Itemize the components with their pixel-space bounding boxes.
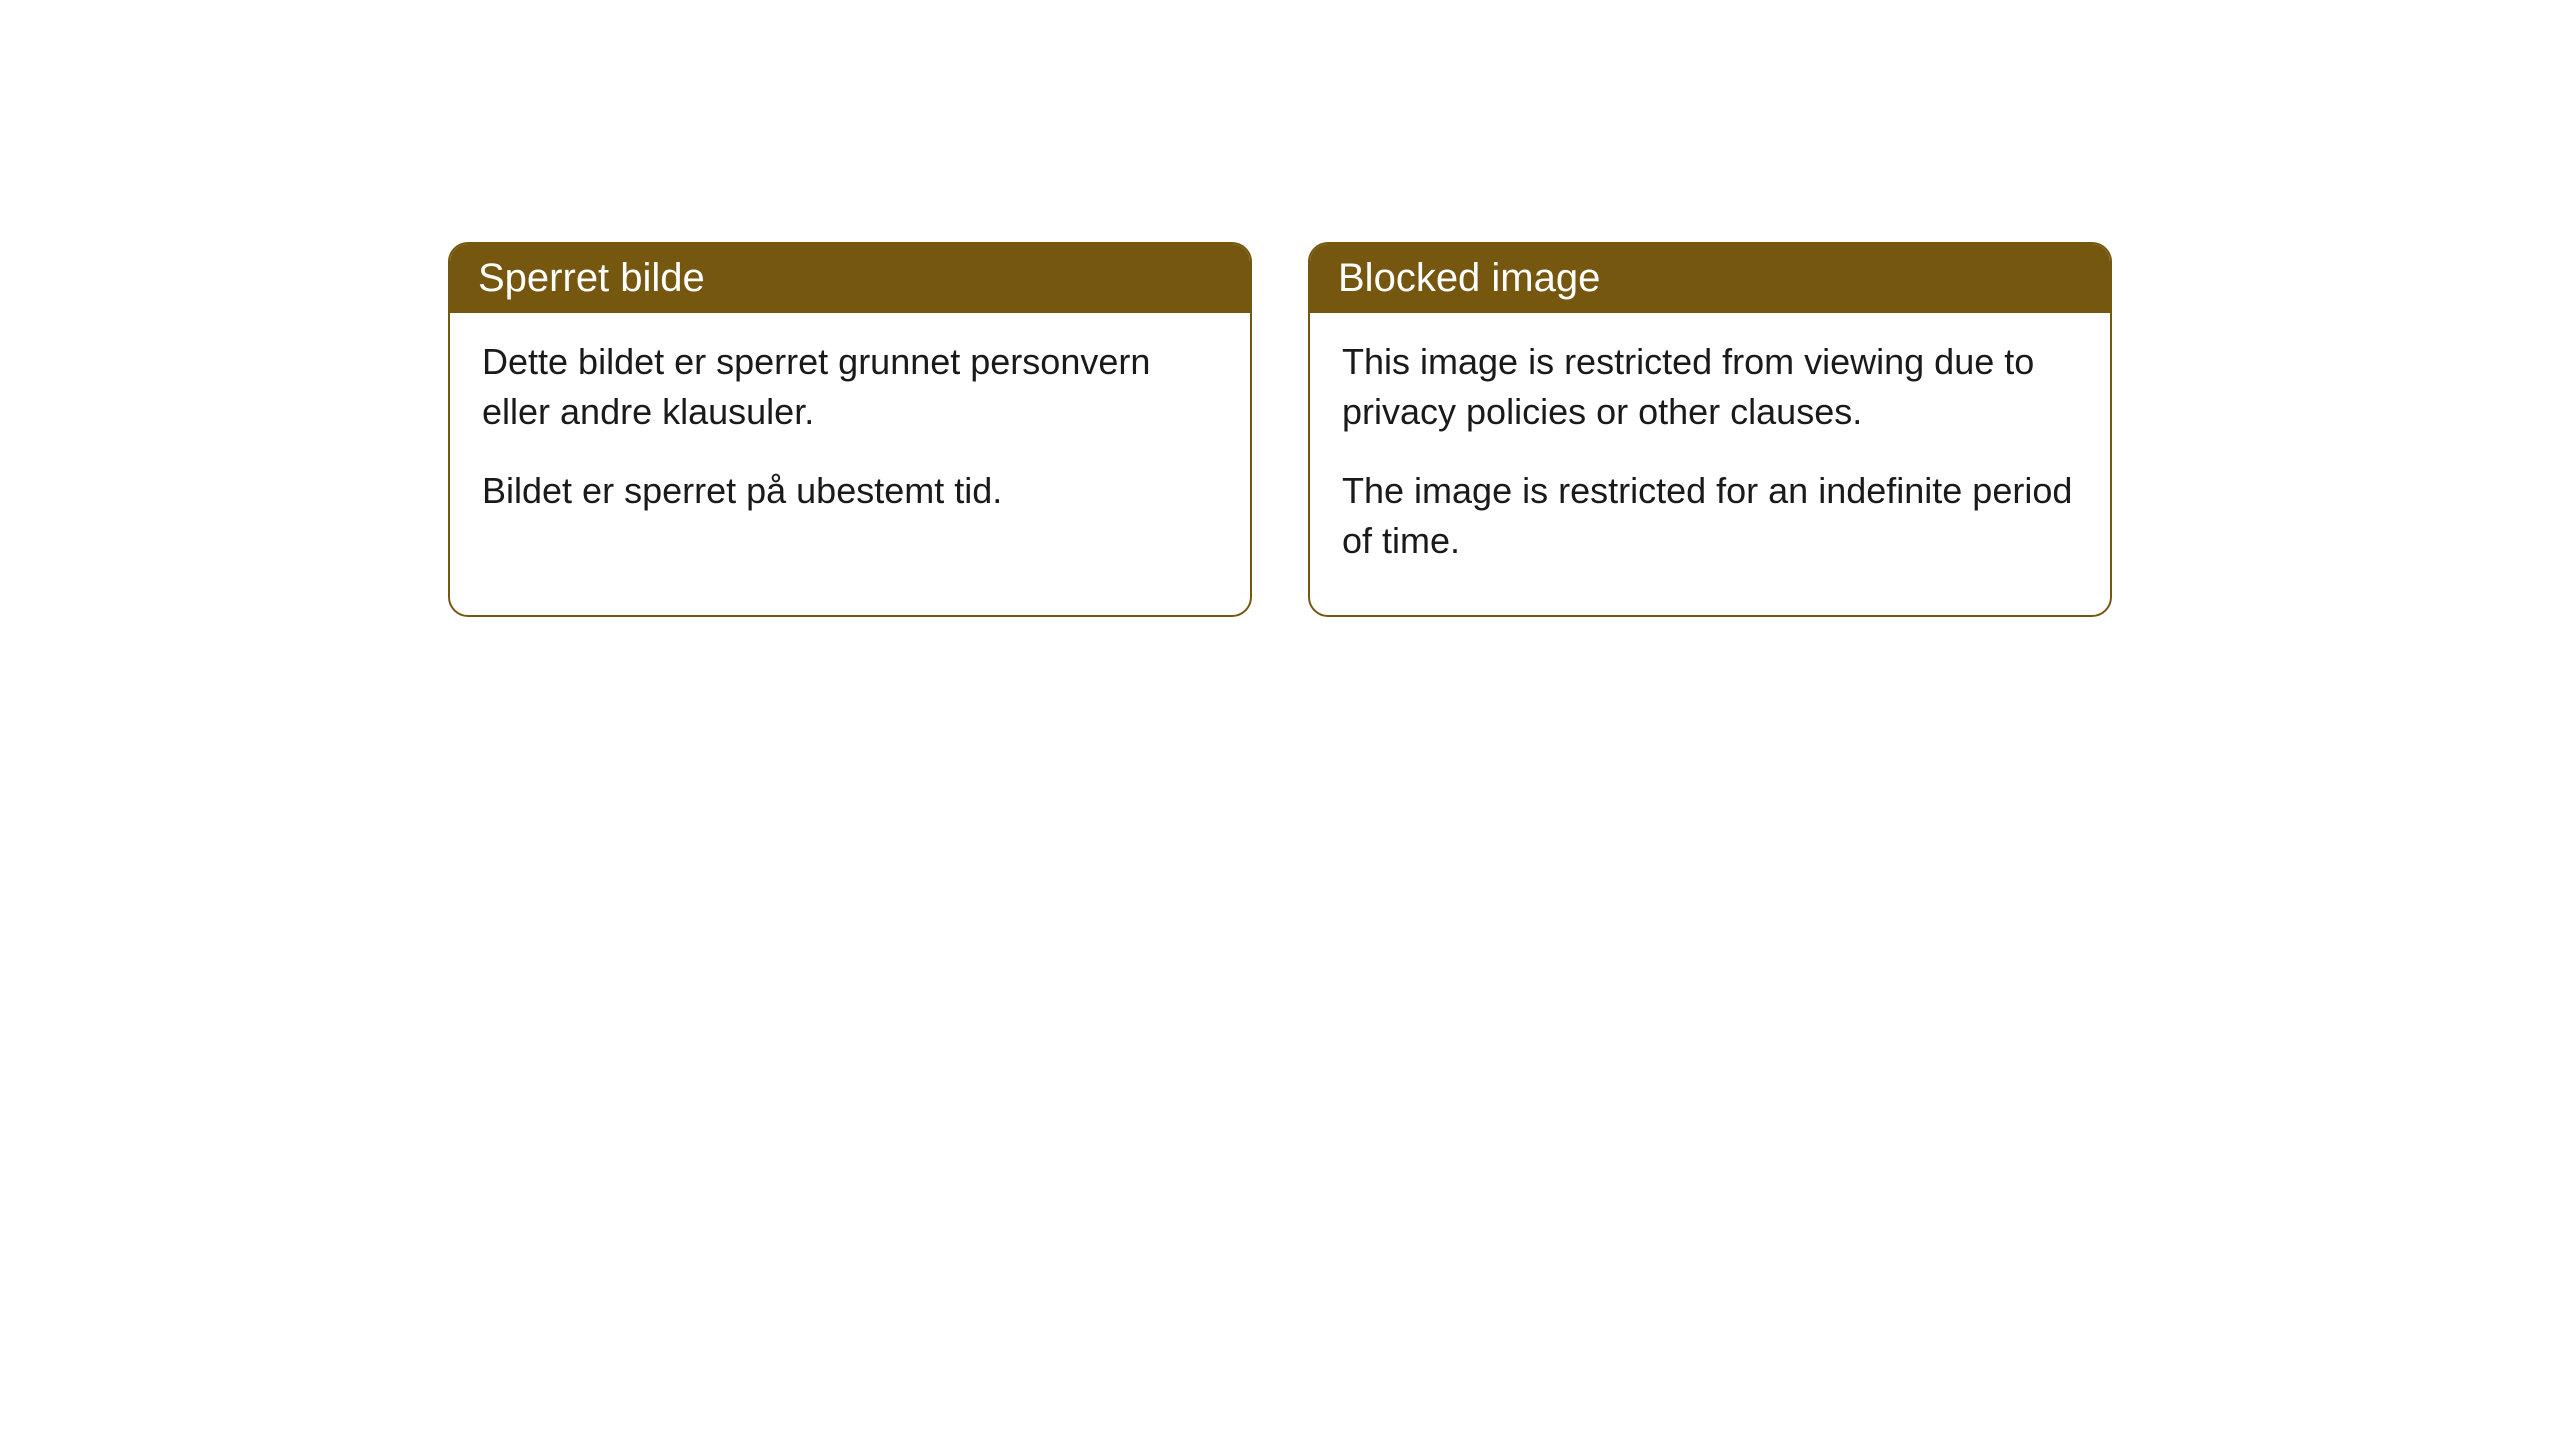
card-paragraph: The image is restricted for an indefinit… xyxy=(1342,466,2078,567)
blocked-image-card-norwegian: Sperret bilde Dette bildet er sperret gr… xyxy=(448,242,1252,617)
card-header: Blocked image xyxy=(1310,244,2110,313)
card-title: Blocked image xyxy=(1338,256,1600,300)
card-body: This image is restricted from viewing du… xyxy=(1310,313,2110,615)
blocked-image-card-english: Blocked image This image is restricted f… xyxy=(1308,242,2112,617)
card-header: Sperret bilde xyxy=(450,244,1250,313)
card-body: Dette bildet er sperret grunnet personve… xyxy=(450,313,1250,564)
notice-cards-container: Sperret bilde Dette bildet er sperret gr… xyxy=(0,0,2560,617)
card-paragraph: Bildet er sperret på ubestemt tid. xyxy=(482,466,1218,516)
card-paragraph: This image is restricted from viewing du… xyxy=(1342,337,2078,438)
card-title: Sperret bilde xyxy=(478,256,705,300)
card-paragraph: Dette bildet er sperret grunnet personve… xyxy=(482,337,1218,438)
